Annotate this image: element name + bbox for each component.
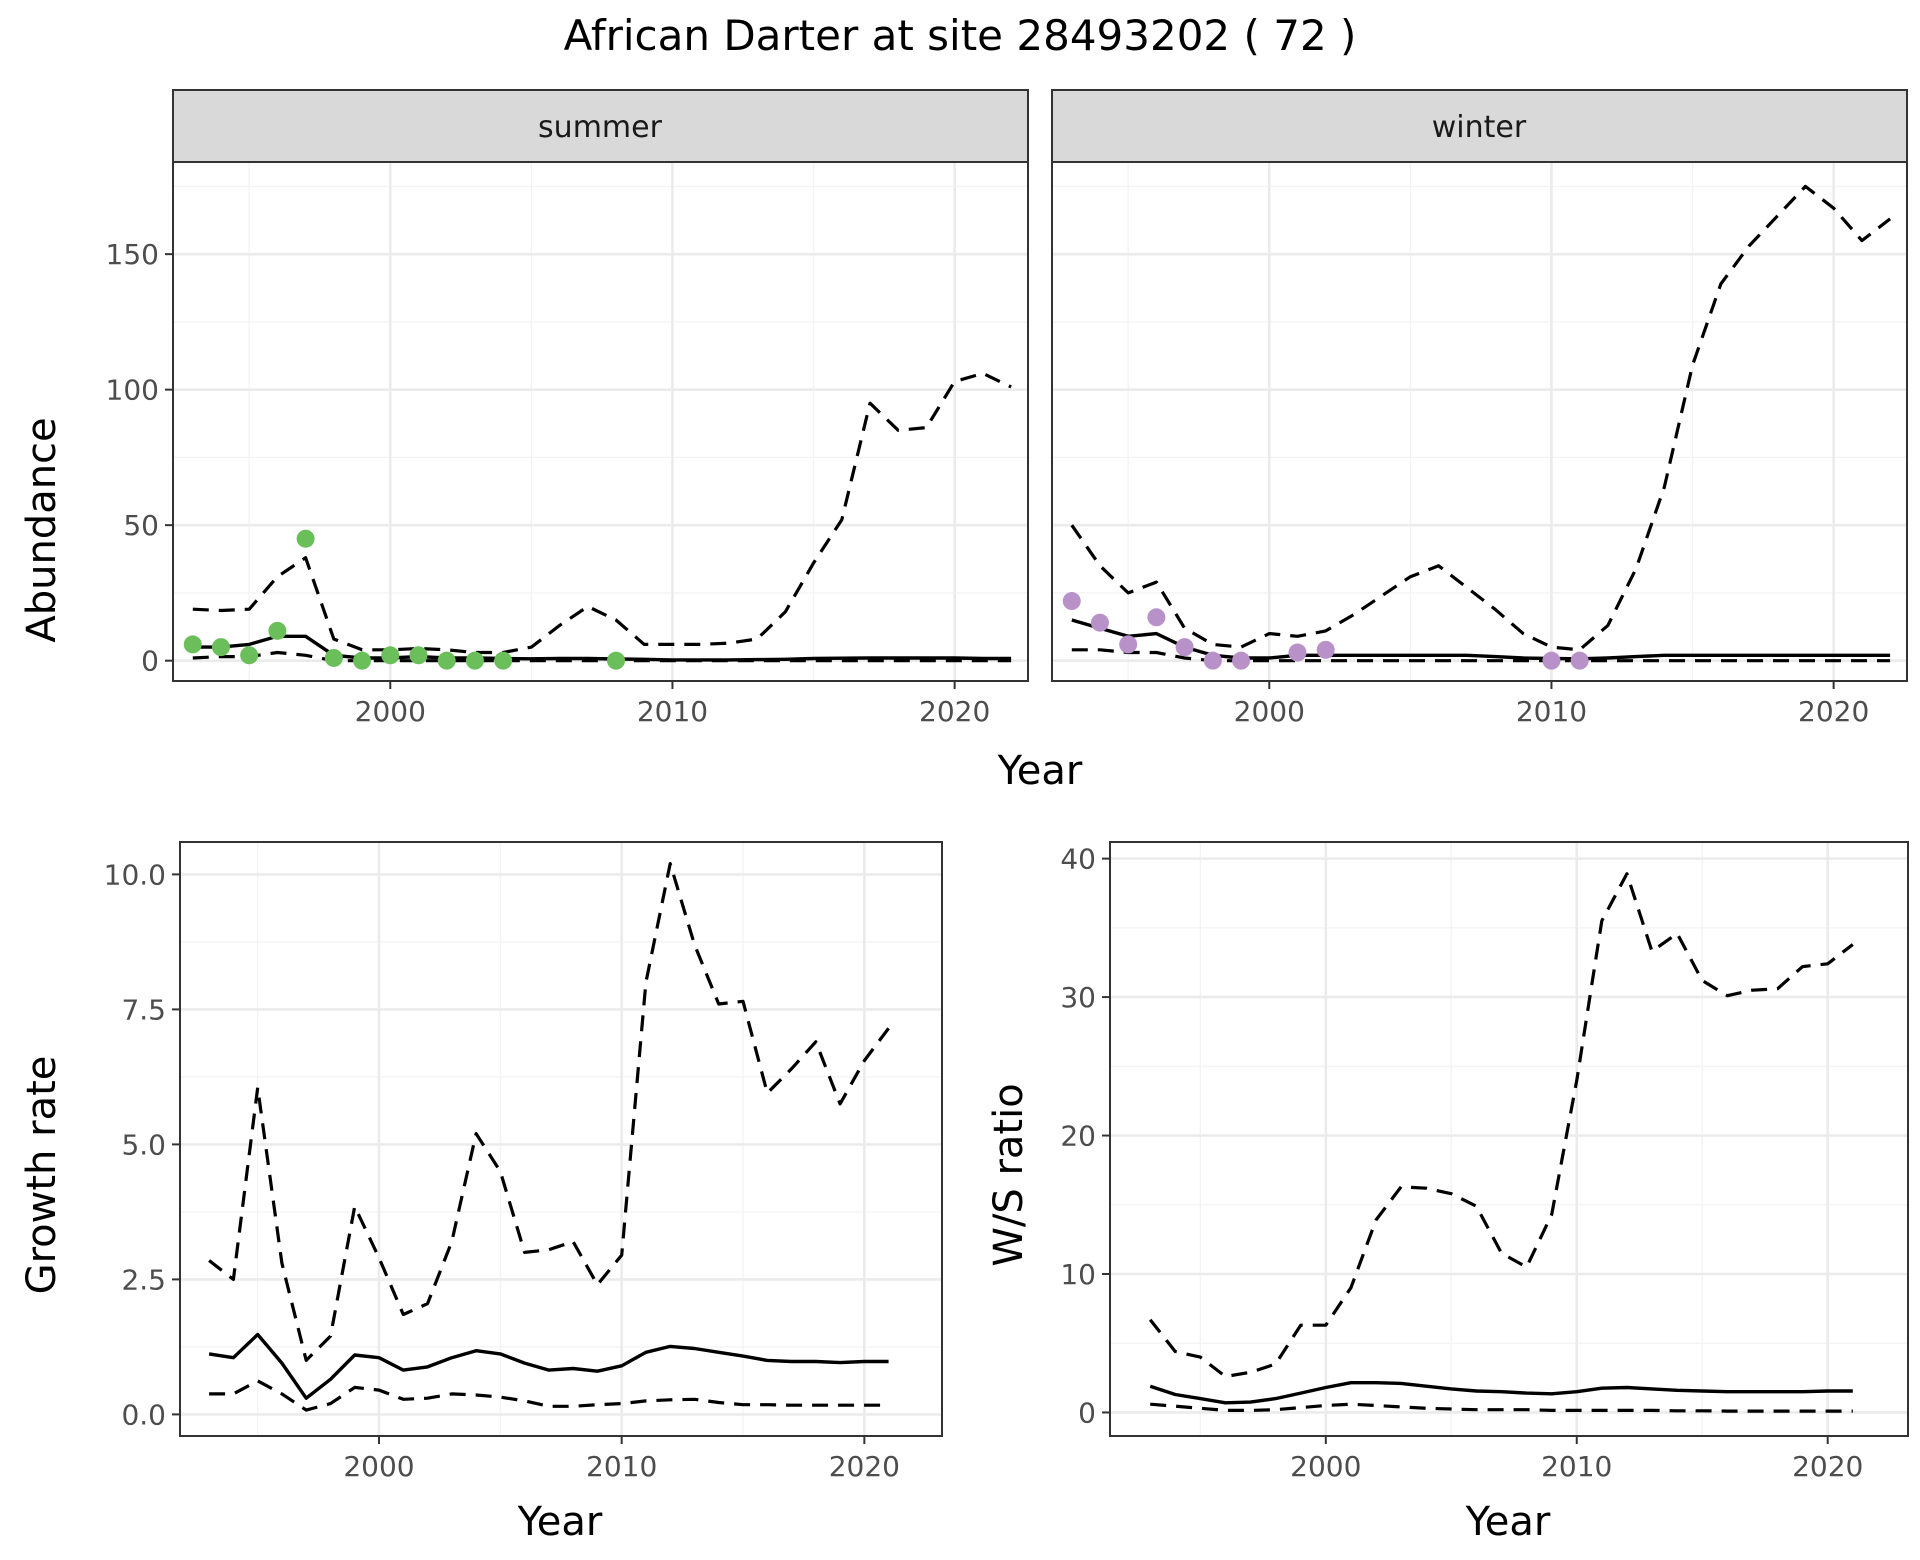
ws-y-label: W/S ratio: [986, 1083, 1032, 1266]
ws-y-tick-label: 20: [1060, 1120, 1096, 1153]
summer-observed-point: [240, 646, 259, 665]
ws-mean-line: [1149, 1380, 1853, 1405]
growth-mean-line: [208, 1332, 889, 1400]
growth-upper-ci-line: [208, 861, 890, 1363]
growth-y-tick-label: 2.5: [121, 1263, 166, 1296]
summer-y-tick-label: 150: [106, 238, 159, 271]
ws-y-tick-label: 40: [1060, 843, 1096, 876]
summer-y-tick-label: 100: [106, 374, 159, 407]
figure-title: African Darter at site 28493202 ( 72 ): [564, 11, 1357, 60]
winter-observed-point: [1062, 592, 1081, 611]
summer-observed-point: [437, 651, 456, 670]
ws-x-tick-label: 2010: [1541, 1450, 1612, 1483]
winter-observed-point: [1203, 651, 1222, 670]
winter-observed-point: [1175, 638, 1194, 657]
growth-y-tick-label: 7.5: [121, 993, 166, 1026]
abundance-winter-panel: winter 2000 2010 2020: [1051, 89, 1908, 728]
summer-observed-point: [465, 651, 484, 670]
ws-y-tick-label: 30: [1060, 981, 1096, 1014]
winter-strip: [1051, 89, 1908, 163]
abundance-summer-panel: summer 2000 2010 2020 0 50 100 150: [106, 89, 1029, 728]
ws-upper-ci-line: [1148, 872, 1854, 1379]
summer-observed-point: [409, 646, 428, 665]
growth-y-label: Growth rate: [19, 1056, 65, 1295]
growth-rate-panel: 2000 2010 2020 0.0 2.5 5.0 7.5 10.0: [104, 841, 943, 1483]
winter-upper-ci-line: [1070, 184, 1892, 652]
summer-observed-point: [268, 621, 287, 640]
growth-panel-border: [179, 841, 943, 1437]
winter-observed-point: [1232, 651, 1251, 670]
winter-observed-point: [1147, 608, 1166, 627]
ws-x-tick-label: 2000: [1290, 1450, 1361, 1483]
winter-observed-point: [1570, 651, 1589, 670]
summer-observed-point: [381, 646, 400, 665]
winter-x-tick-label: 2020: [1798, 695, 1869, 728]
summer-observed-point: [211, 638, 230, 657]
growth-y-tick-label: 0.0: [121, 1398, 166, 1431]
summer-observed-point: [324, 648, 343, 667]
winter-x-tick-label: 2010: [1516, 695, 1587, 728]
summer-x-tick-label: 2020: [919, 695, 990, 728]
winter-x-tick-label: 2000: [1234, 695, 1305, 728]
ws-x-label: Year: [1465, 1499, 1551, 1545]
winter-observed-point: [1090, 613, 1109, 632]
summer-x-tick-label: 2000: [355, 695, 426, 728]
ws-ratio-panel: 2000 2010 2020 0 10 20 30 40: [1060, 841, 1909, 1483]
growth-lower-ci-line: [209, 1379, 889, 1412]
growth-y-tick-label: 5.0: [121, 1128, 166, 1161]
summer-observed-point: [353, 651, 372, 670]
ws-y-tick-label: 0: [1078, 1396, 1096, 1429]
summer-strip-label: summer: [538, 110, 663, 145]
summer-strip: [172, 89, 1029, 163]
growth-x-label: Year: [517, 1499, 603, 1545]
growth-x-tick-label: 2020: [829, 1450, 900, 1483]
winter-strip-label: winter: [1432, 110, 1527, 145]
growth-x-tick-label: 2010: [586, 1450, 657, 1483]
summer-observed-point: [296, 529, 315, 548]
winter-observed-point: [1288, 643, 1307, 662]
summer-x-tick-label: 2010: [637, 695, 708, 728]
summer-y-tick-label: 0: [141, 645, 159, 678]
ws-lower-ci-line: [1150, 1402, 1853, 1413]
summer-panel-border: [172, 161, 1029, 682]
growth-x-tick-label: 2000: [343, 1450, 414, 1483]
growth-y-tick-label: 10.0: [104, 858, 166, 891]
summer-observed-point: [494, 651, 513, 670]
abundance-x-label: Year: [997, 748, 1083, 794]
winter-observed-point: [1316, 640, 1335, 659]
summer-y-tick-label: 50: [123, 509, 159, 542]
ws-y-tick-label: 10: [1060, 1258, 1096, 1291]
summer-observed-point: [183, 635, 202, 654]
winter-observed-point: [1542, 651, 1561, 670]
winter-panel-border: [1051, 161, 1908, 682]
summer-upper-ci-line: [192, 371, 1012, 655]
winter-observed-point: [1119, 635, 1138, 654]
ws-x-tick-label: 2020: [1792, 1450, 1863, 1483]
summer-observed-point: [607, 651, 626, 670]
abundance-y-label: Abundance: [19, 417, 65, 642]
ws-panel-border: [1109, 841, 1909, 1437]
